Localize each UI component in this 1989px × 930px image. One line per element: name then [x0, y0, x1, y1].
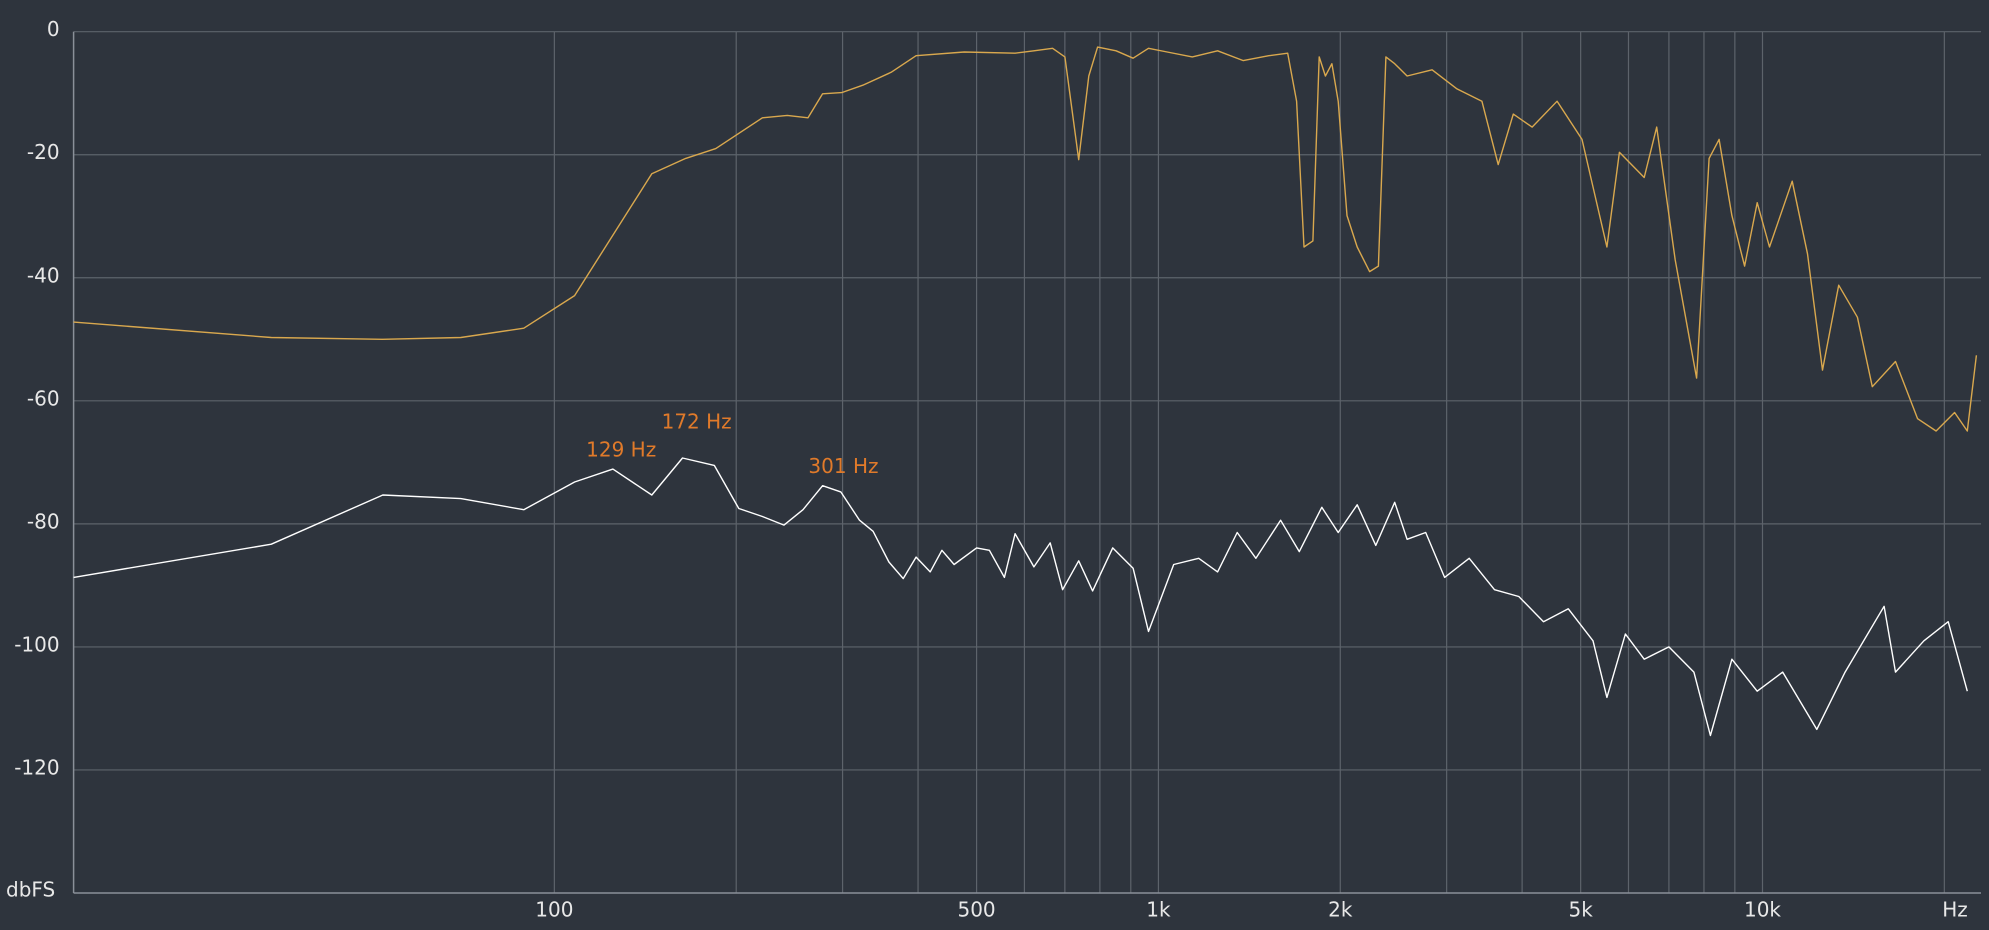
y-tick-label: -40: [27, 263, 60, 287]
y-tick-label: -100: [14, 632, 59, 656]
y-tick-label: -20: [27, 140, 60, 164]
x-tick-label: 2k: [1328, 898, 1353, 922]
x-tick-label: 100: [535, 898, 573, 922]
x-tick-label: 1k: [1146, 898, 1171, 922]
x-axis-label: Hz: [1942, 898, 1968, 922]
annotation: 129 Hz: [586, 438, 656, 462]
series-line: [73, 46, 1978, 432]
series-line: [73, 457, 1968, 737]
annotation: 172 Hz: [662, 409, 732, 433]
annotation: 301 Hz: [808, 454, 878, 478]
x-tick-label: 10k: [1744, 898, 1781, 922]
x-tick-label: 5k: [1568, 898, 1593, 922]
x-tick-label: 500: [957, 898, 995, 922]
y-tick-label: -120: [14, 755, 59, 779]
y-tick-label: -60: [27, 386, 60, 410]
y-tick-label: 0: [47, 17, 60, 41]
y-axis-label: dbFS: [6, 878, 55, 902]
y-tick-label: -80: [27, 509, 60, 533]
